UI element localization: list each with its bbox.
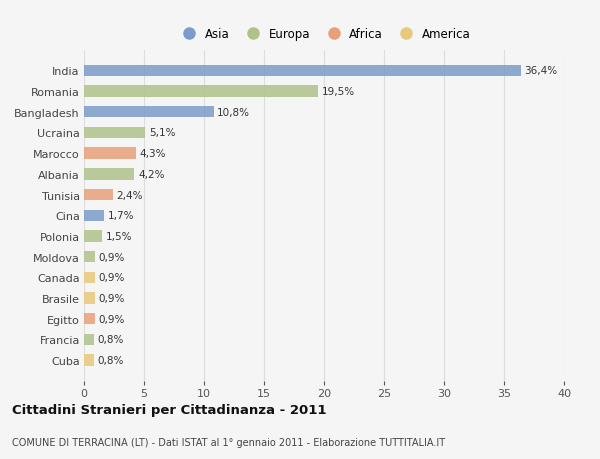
Bar (84, 334, 94, 345)
Text: 4,2%: 4,2% (138, 169, 164, 179)
Bar (84, 148, 136, 159)
Bar (84, 66, 521, 77)
Text: 5,1%: 5,1% (149, 128, 175, 138)
Bar (84, 210, 104, 221)
Text: 1,7%: 1,7% (108, 211, 134, 221)
Bar (84, 190, 113, 201)
Bar (84, 272, 95, 283)
Bar (84, 313, 95, 325)
Text: 0,9%: 0,9% (98, 293, 125, 303)
Bar (84, 128, 145, 139)
Text: 4,3%: 4,3% (139, 149, 166, 159)
Text: 10,8%: 10,8% (217, 107, 250, 118)
Text: 0,8%: 0,8% (97, 335, 124, 345)
Bar (84, 293, 95, 304)
Bar (84, 231, 102, 242)
Text: 19,5%: 19,5% (322, 87, 355, 97)
Text: 36,4%: 36,4% (524, 66, 557, 76)
Bar (84, 252, 95, 263)
Legend: Asia, Europa, Africa, America: Asia, Europa, Africa, America (173, 23, 475, 46)
Bar (84, 169, 134, 180)
Text: Cittadini Stranieri per Cittadinanza - 2011: Cittadini Stranieri per Cittadinanza - 2… (12, 403, 326, 416)
Text: COMUNE DI TERRACINA (LT) - Dati ISTAT al 1° gennaio 2011 - Elaborazione TUTTITAL: COMUNE DI TERRACINA (LT) - Dati ISTAT al… (12, 437, 445, 447)
Text: 2,4%: 2,4% (116, 190, 143, 200)
Bar (84, 107, 214, 118)
Text: 1,5%: 1,5% (106, 231, 132, 241)
Text: 0,9%: 0,9% (98, 252, 125, 262)
Text: 0,8%: 0,8% (97, 355, 124, 365)
Bar (84, 355, 94, 366)
Text: 0,9%: 0,9% (98, 314, 125, 324)
Text: 0,9%: 0,9% (98, 273, 125, 283)
Bar (84, 86, 318, 97)
